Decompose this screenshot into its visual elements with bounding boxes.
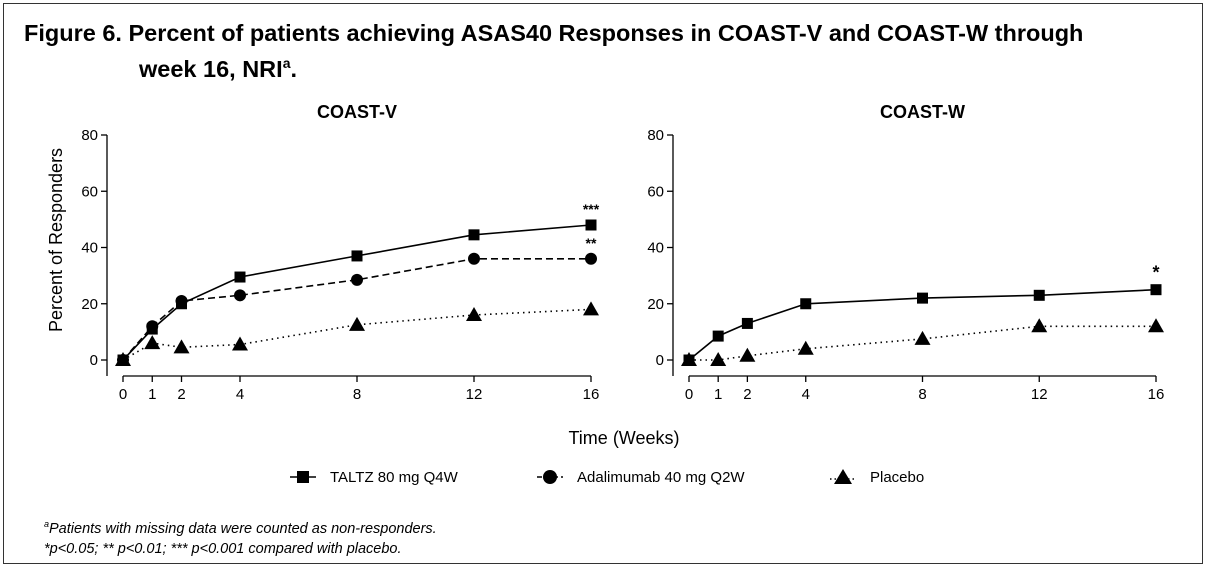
chart1-y-tick-label: 20 [81,296,98,313]
chart2-y-tick-label: 20 [647,296,664,313]
legend-square-marker-icon [290,471,316,483]
legend-item-taltz: TALTZ 80 mg Q4W [288,462,458,492]
chart1-square-series-line [122,224,592,361]
chart1-circle-point [175,294,188,307]
chart2-triangle-point [797,340,814,355]
figure-title: Figure 6. Percent of patients achieving … [24,18,1184,84]
chart1-triangle-point [115,352,131,366]
legend-triangle-marker-icon [830,469,856,484]
chart1-significance-annotation: *** [583,201,600,217]
chart2-y-tick-label: 80 [647,127,664,144]
chart2-square-point [800,298,812,310]
chart1-y-tick-label: 80 [81,127,98,144]
chart1-circle-point [146,320,159,333]
chart2-significance-annotation: * [1152,263,1159,283]
chart2-x-tick-label: 16 [1148,386,1165,403]
figure-title-line2: week 16, NRIa. [139,55,298,82]
chart1-triangle-point [583,301,599,316]
chart1-square-point [468,229,480,241]
chart1-triangle-point [232,336,248,351]
chart2-y-tick-label: 40 [647,240,664,257]
chart2-square-point [917,292,928,304]
chart1-triangle-point [466,307,482,321]
chart2-square-point [1150,284,1162,296]
chart1-circle-point [585,252,597,265]
chart2-square-point [1033,289,1045,301]
chart1-circle-point [468,252,480,265]
legend-item-placebo: Placebo [828,462,924,492]
legend-label-placebo: Placebo [870,468,925,486]
chart1-x-tick-label: 1 [148,386,156,403]
chart2-x-tick-label: 8 [918,386,926,403]
figure-title-superscript: a [282,55,291,71]
chart1-square-point [351,250,363,262]
chart1-y-tick-label: 0 [90,352,98,369]
chart1-x-tick-label: 2 [177,386,185,403]
chart2-x-tick-label: 1 [714,386,722,403]
legend-item-adalimumab: Adalimumab 40 mg Q2W [535,462,745,492]
chart2-triangle-point [1148,318,1164,333]
legend-circle-marker-icon [537,470,563,484]
figure-title-line1: Figure 6. Percent of patients achieving … [24,20,1084,46]
chart2-x-tick-label: 2 [743,386,751,403]
chart1-square-point [234,271,246,283]
footnote-superscript: a [44,519,50,529]
figure-frame [3,3,1203,564]
footnote-nri-text: Patients with missing data were counted … [49,520,437,537]
chart1-square-point [585,219,597,231]
chart2-square-point [741,317,753,329]
chart2-triangle-point [1031,318,1048,333]
chart1-x-tick-label: 12 [466,386,483,403]
footnote-significance: *p<0.05; ** p<0.01; *** p<0.001 compared… [44,540,402,557]
chart1-significance-annotation: ** [586,235,597,251]
chart2-triangle-point [914,330,931,345]
chart2-title: COAST-W [880,102,965,122]
chart1-triangle-point [144,335,161,350]
chart1-title: COAST-V [317,102,397,122]
shared-y-axis-label: Percent of Responders [46,148,66,332]
chart1-triangle-point [173,339,190,354]
chart2-square-point [712,330,724,342]
chart1-circle-point [234,289,246,302]
chart2-y-tick-label: 60 [647,183,664,200]
chart1-x-tick-label: 4 [236,386,244,403]
chart1-y-tick-label: 60 [81,183,98,200]
shared-x-axis-label: Time (Weeks) [568,428,679,448]
figure-title-line2-text: week 16, NRI [139,55,283,82]
footnotes: aPatients with missing data were counted… [44,514,437,559]
chart2-triangle-point [710,352,727,366]
chart2-triangle-point [739,347,756,362]
chart1-x-tick-label: 0 [119,386,127,403]
chart2-x-tick-label: 12 [1031,386,1048,403]
chart1-y-tick-label: 40 [81,240,98,257]
chart2-x-tick-label: 0 [685,386,693,403]
legend-label-taltz: TALTZ 80 mg Q4W [330,468,458,486]
footnote-nri: aPatients with missing data were counted… [44,514,437,539]
chart2-y-tick-label: 0 [656,352,664,369]
chart1-x-tick-label: 16 [583,386,600,403]
chart2-x-tick-label: 4 [802,386,810,403]
legend-label-adalimumab: Adalimumab 40 mg Q2W [577,468,745,486]
chart1-circle-point [351,273,363,286]
chart1-triangle-point [349,316,365,331]
chart2-triangle-point [681,352,697,366]
chart1-x-tick-label: 8 [353,386,361,403]
